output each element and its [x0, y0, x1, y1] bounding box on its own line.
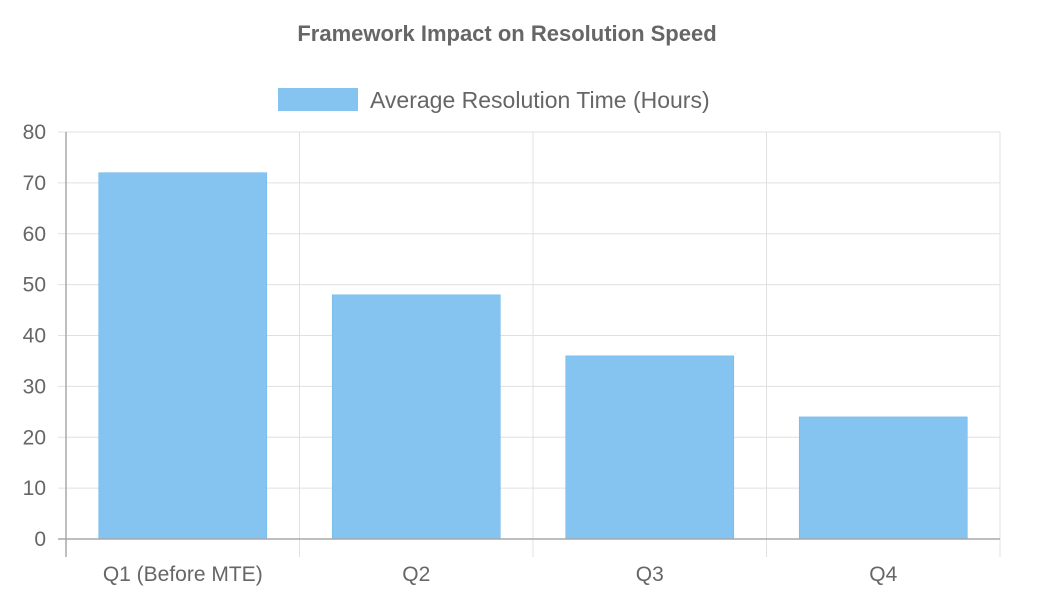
y-tick-label: 10	[23, 477, 46, 500]
bar[interactable]	[565, 355, 735, 540]
y-tick-label: 60	[23, 223, 46, 246]
x-tick-label: Q4	[869, 563, 897, 586]
bar[interactable]	[798, 416, 968, 540]
y-tick-label: 30	[23, 375, 46, 398]
y-tick-label: 70	[23, 172, 46, 195]
legend-swatch	[278, 88, 358, 111]
x-tick-label: Q2	[402, 563, 430, 586]
legend[interactable]: Average Resolution Time (Hours)	[278, 87, 710, 113]
x-tick-label: Q3	[636, 563, 664, 586]
y-tick-label: 50	[23, 274, 46, 297]
y-tick-label: 20	[23, 426, 46, 449]
bar[interactable]	[331, 294, 501, 540]
x-tick-label: Q1 (Before MTE)	[103, 563, 263, 586]
y-tick-label: 40	[23, 325, 46, 348]
legend-label: Average Resolution Time (Hours)	[370, 87, 710, 113]
y-tick-label: 80	[23, 121, 46, 144]
y-tick-label: 0	[34, 528, 46, 551]
chart-title: Framework Impact on Resolution Speed	[297, 21, 716, 46]
bar[interactable]	[98, 172, 268, 540]
